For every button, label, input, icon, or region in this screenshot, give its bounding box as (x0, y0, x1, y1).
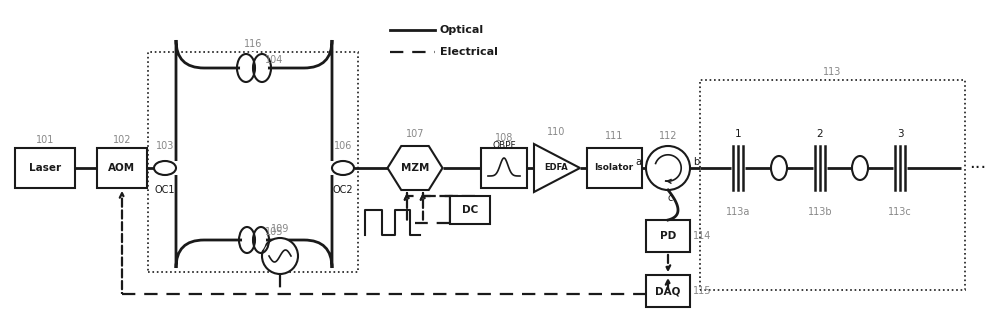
Text: Isolator: Isolator (594, 163, 634, 173)
Text: DC: DC (462, 205, 478, 215)
Text: 116: 116 (244, 39, 262, 49)
Text: Optical: Optical (440, 25, 484, 35)
Text: 110: 110 (547, 127, 565, 137)
Text: 111: 111 (605, 131, 623, 141)
Bar (97, 148, 147, 188)
Text: a: a (635, 157, 641, 167)
Text: 113b: 113b (808, 207, 832, 217)
Text: 114: 114 (693, 231, 711, 241)
Text: Laser: Laser (29, 163, 61, 173)
Text: DAQ: DAQ (655, 286, 681, 296)
Text: 101: 101 (36, 135, 54, 145)
Circle shape (262, 238, 298, 274)
Text: OBPF: OBPF (492, 140, 516, 149)
Text: 102: 102 (113, 135, 131, 145)
Text: 112: 112 (659, 131, 677, 141)
Ellipse shape (771, 156, 787, 180)
Text: 2: 2 (817, 129, 823, 139)
Ellipse shape (242, 226, 266, 254)
Ellipse shape (154, 161, 176, 175)
Text: 105: 105 (265, 227, 283, 237)
Ellipse shape (852, 156, 868, 180)
Ellipse shape (332, 161, 354, 175)
Circle shape (646, 146, 690, 190)
Text: OC2: OC2 (333, 185, 353, 195)
Text: EDFA: EDFA (544, 163, 568, 173)
Bar (481, 148, 527, 188)
Text: 104: 104 (265, 55, 283, 65)
Text: ···: ··· (969, 159, 986, 177)
Polygon shape (388, 146, 442, 190)
Text: 113a: 113a (726, 207, 750, 217)
Text: 113: 113 (823, 67, 842, 77)
Polygon shape (534, 144, 580, 192)
Text: 108: 108 (495, 133, 513, 143)
Text: MZM: MZM (401, 163, 429, 173)
Bar (15, 148, 75, 188)
Bar (700, 80, 965, 290)
Bar (586, 148, 642, 188)
Text: 113c: 113c (888, 207, 912, 217)
Text: PD: PD (660, 231, 676, 241)
Text: OC1: OC1 (155, 185, 175, 195)
Bar (148, 52, 358, 272)
Text: 115: 115 (693, 286, 711, 296)
Bar (450, 196, 490, 224)
Text: 106: 106 (334, 141, 352, 151)
Bar (646, 220, 690, 252)
Text: 107: 107 (406, 129, 424, 139)
Text: 103: 103 (156, 141, 174, 151)
Text: 109: 109 (271, 224, 289, 234)
Bar (646, 275, 690, 307)
Text: AOM: AOM (108, 163, 136, 173)
Text: Electrical: Electrical (440, 47, 498, 57)
Text: c: c (667, 193, 673, 203)
Ellipse shape (240, 53, 268, 83)
Text: b: b (693, 157, 699, 167)
Text: 1: 1 (735, 129, 741, 139)
Text: 3: 3 (897, 129, 903, 139)
